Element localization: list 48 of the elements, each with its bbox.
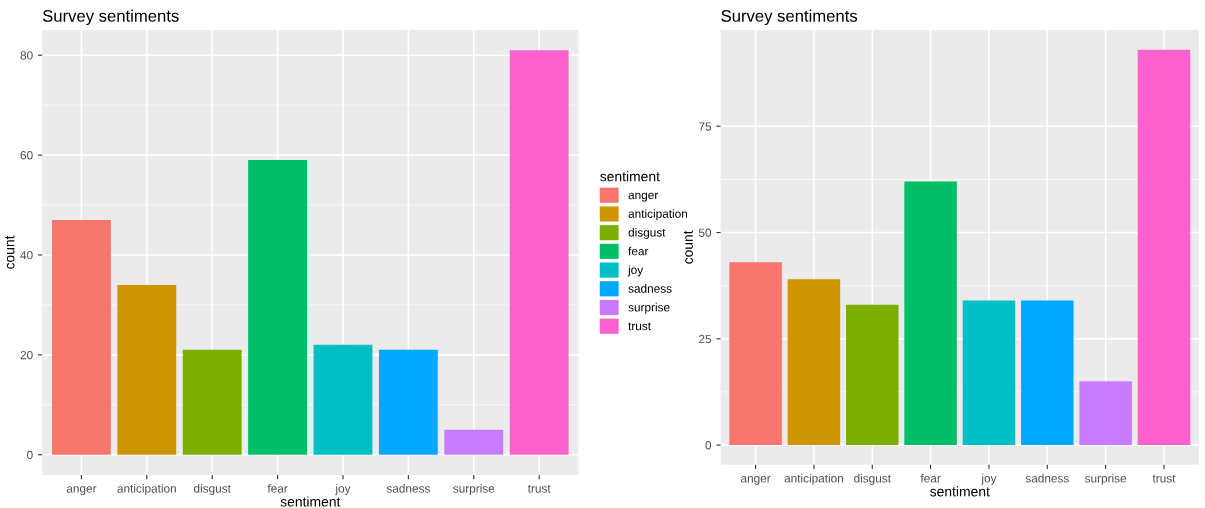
legend-label: joy (627, 265, 644, 277)
x-tick-label: sadness (1025, 473, 1069, 483)
legend-label: anticipation (628, 209, 688, 221)
bar (962, 300, 1016, 446)
x-tick-label: joy (981, 473, 997, 485)
bar (1079, 381, 1132, 446)
x-tick-label: surprise (1084, 473, 1127, 485)
bar (1021, 300, 1074, 446)
bar (904, 181, 957, 446)
y-tick-label: 0 (705, 441, 712, 450)
x-tick-label: trust (1152, 474, 1176, 483)
x-axis-title: sentiment (280, 496, 341, 507)
x-tick-label: anticipation (117, 484, 176, 496)
bar (846, 304, 899, 446)
y-axis-title: count (5, 235, 15, 269)
chart-title: Survey sentiments (721, 9, 858, 26)
x-tick-label: sadness (386, 484, 430, 493)
y-tick-label: 50 (698, 228, 712, 237)
y-axis-title: count (683, 230, 693, 264)
x-tick-label: surprise (453, 484, 495, 496)
x-tick-label: joy (335, 484, 351, 496)
x-tick-label: anger (741, 476, 771, 485)
x-tick-label: fear (267, 484, 288, 493)
x-tick-label: trust (527, 484, 551, 493)
x-tick-label: anticipation (784, 473, 844, 485)
legend-label: disgust (628, 227, 666, 239)
y-tick-label: 25 (699, 334, 712, 344)
x-tick-label: disgust (193, 484, 231, 496)
y-tick-label: 75 (699, 122, 712, 131)
bar (787, 279, 841, 446)
y-tick-label: 0 (27, 450, 33, 460)
x-axis-title: sentiment (930, 486, 990, 497)
bar (1137, 49, 1191, 446)
y-tick-label: 80 (20, 51, 33, 60)
x-tick-label: anger (66, 486, 97, 496)
y-tick-label: 40 (20, 251, 33, 260)
bar (729, 262, 782, 446)
y-tick-label: 60 (20, 151, 33, 160)
legend-label: surprise (628, 302, 670, 314)
legend-label: trust (628, 322, 651, 331)
x-tick-label: disgust (854, 473, 891, 485)
legend-label: anger (628, 192, 659, 202)
legend-title: sentiment (600, 171, 660, 182)
chart-title: Survey sentiments (42, 9, 179, 26)
y-tick-label: 20 (20, 350, 33, 360)
x-tick-label: fear (920, 473, 941, 483)
legend-label: sadness (628, 284, 672, 293)
legend-label: fear (628, 246, 649, 256)
